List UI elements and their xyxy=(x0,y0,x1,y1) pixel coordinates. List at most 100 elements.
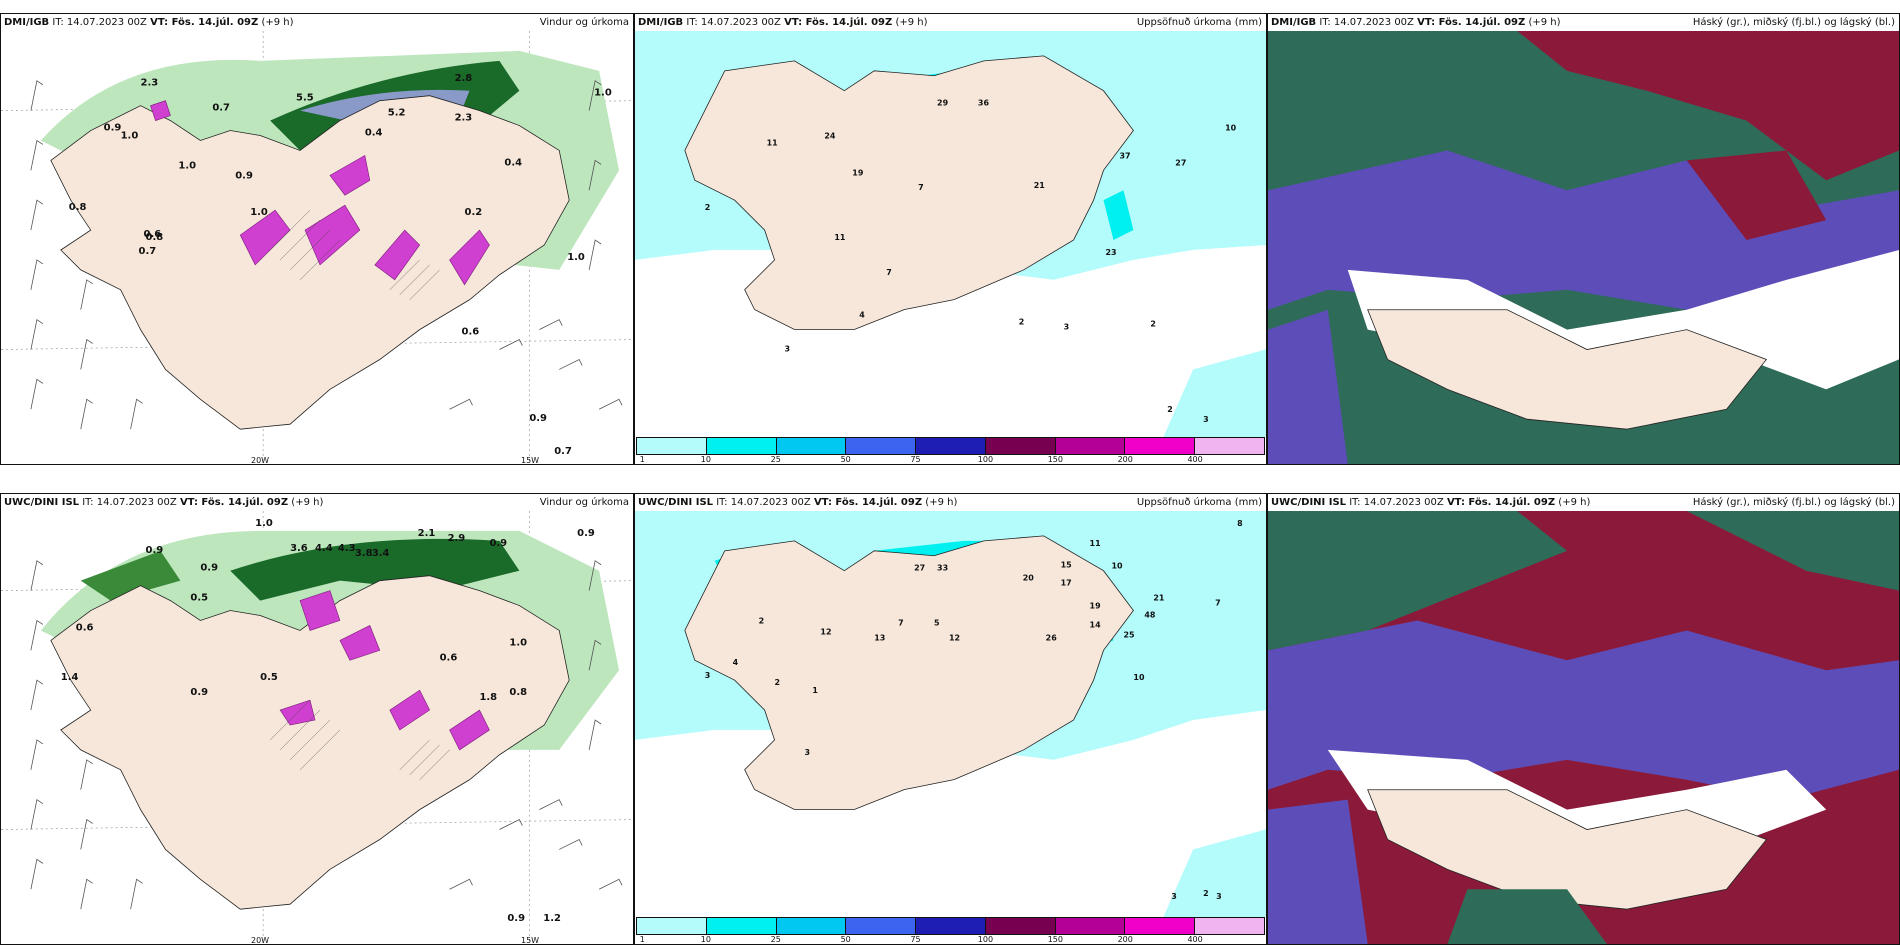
precip-value: 0.9 xyxy=(577,528,595,539)
precip-value: 3.4 xyxy=(372,548,390,559)
precip-value: 1.0 xyxy=(178,160,196,171)
accum-value: 27 xyxy=(1175,158,1186,167)
precip-value: 0.9 xyxy=(190,687,208,698)
accum-precip-map: 29 36 24 19 7 21 37 27 11 2 3 4 11 23 10… xyxy=(635,31,1266,437)
precip-value: 0.4 xyxy=(365,128,383,139)
legend-tick-label: 150 xyxy=(1047,455,1063,464)
panel-title: Háský (gr.), miðský (fj.bl.) og lágský (… xyxy=(1692,497,1895,508)
panel-title: Uppsöfnuð úrkoma (mm) xyxy=(1136,17,1262,28)
precip-value: 5.2 xyxy=(388,108,406,119)
accum-value: 2 xyxy=(705,203,711,212)
accum-value: 12 xyxy=(820,627,831,636)
legend-swatch xyxy=(776,918,847,934)
lon-label: 15W xyxy=(521,936,540,945)
precip-value: 4.4 xyxy=(315,543,333,554)
model-name: UWC/DINI ISL xyxy=(4,497,80,508)
accum-value: 36 xyxy=(978,99,990,108)
cloud-map xyxy=(1268,511,1899,944)
precip-value: 1.0 xyxy=(594,88,612,99)
precip-value: 0.9 xyxy=(489,538,507,549)
lead-time: (+9 h) xyxy=(895,17,928,28)
accum-value: 3 xyxy=(804,748,810,757)
accum-value: 33 xyxy=(937,564,948,573)
precip-value: 0.5 xyxy=(260,672,278,683)
accum-value: 37 xyxy=(1119,151,1130,160)
precip-value: 0.6 xyxy=(462,327,480,338)
accum-value: 15 xyxy=(1061,561,1072,570)
precip-value: 0.7 xyxy=(139,246,157,257)
precip-value: 0.8 xyxy=(69,202,87,213)
precip-value: 0.5 xyxy=(190,593,208,604)
precip-value: 2.3 xyxy=(455,113,473,124)
init-time: IT: 14.07.2023 00Z xyxy=(1349,497,1444,508)
accum-value: 4 xyxy=(733,658,739,667)
legend-tick-label: 75 xyxy=(910,455,921,464)
valid-time: VT: Fös. 14.júl. 09Z xyxy=(784,17,893,28)
valid-time: VT: Fös. 14.júl. 09Z xyxy=(1417,17,1526,28)
panel-dmi-clouds: DMI/IGB IT: 14.07.2023 00Z VT: Fös. 14.j… xyxy=(1267,13,1900,465)
legend-swatch xyxy=(1125,918,1196,934)
accum-value: 2 xyxy=(759,616,765,625)
precip-value: 0.6 xyxy=(144,229,162,240)
panel-header: DMI/IGB IT: 14.07.2023 00Z VT: Fös. 14.j… xyxy=(635,14,1266,31)
accum-value: 17 xyxy=(1061,579,1072,588)
legend-tick-label: 1 xyxy=(639,935,645,944)
lead-time: (+9 h) xyxy=(1528,17,1561,28)
legend-swatch xyxy=(1055,918,1126,934)
precip-value: 1.0 xyxy=(250,207,268,218)
accum-value: 8 xyxy=(1237,519,1243,528)
panel-uwc-accum: UWC/DINI ISL IT: 14.07.2023 00Z VT: Fös.… xyxy=(634,493,1267,945)
precip-value: 1.2 xyxy=(543,913,561,924)
accum-value: 4 xyxy=(859,311,865,320)
lead-time: (+9 h) xyxy=(261,17,294,28)
accum-value: 27 xyxy=(914,564,925,573)
precip-value: 0.8 xyxy=(509,687,527,698)
panel-title: Háský (gr.), miðský (fj.bl.) og lágský (… xyxy=(1692,17,1895,28)
accum-value: 7 xyxy=(898,618,904,627)
model-name: UWC/DINI ISL xyxy=(1271,497,1347,508)
precip-value: 2.1 xyxy=(418,528,436,539)
model-name: UWC/DINI ISL xyxy=(638,497,714,508)
precip-value: 0.9 xyxy=(200,563,218,574)
accum-value: 10 xyxy=(1225,124,1237,133)
accum-value: 14 xyxy=(1090,620,1102,629)
init-time: IT: 14.07.2023 00Z xyxy=(52,17,147,28)
precip-value: 1.0 xyxy=(509,637,527,648)
legend-swatch xyxy=(846,918,917,934)
panel-title: Vindur og úrkoma xyxy=(539,497,629,508)
legend-swatch xyxy=(1055,438,1126,454)
model-name: DMI/IGB xyxy=(638,17,684,28)
precip-value: 0.9 xyxy=(529,413,547,424)
panel-header: DMI/IGB IT: 14.07.2023 00Z VT: Fös. 14.j… xyxy=(1,14,633,31)
legend-swatch xyxy=(706,918,777,934)
model-name: DMI/IGB xyxy=(1271,17,1317,28)
legend-tick-label: 10 xyxy=(700,455,711,464)
lead-time: (+9 h) xyxy=(291,497,324,508)
accum-value: 10 xyxy=(1133,673,1145,682)
precip-value: 5.5 xyxy=(296,93,314,104)
precip-value: 3.6 xyxy=(290,543,308,554)
precip-value: 3.8 xyxy=(355,548,373,559)
legend-swatch xyxy=(985,918,1056,934)
legend-swatch xyxy=(916,918,986,934)
precip-legend: 1 10 25 50 75 100 150 200 400 xyxy=(636,437,1265,464)
accum-value: 24 xyxy=(824,131,836,140)
legend-swatch xyxy=(637,918,707,934)
valid-time: VT: Fös. 14.júl. 09Z xyxy=(813,497,923,508)
accum-value: 11 xyxy=(767,138,778,147)
panel-header: DMI/IGB IT: 14.07.2023 00Z VT: Fös. 14.j… xyxy=(1268,14,1899,31)
panel-title: Uppsöfnuð úrkoma (mm) xyxy=(1136,497,1262,508)
precip-value: 0.6 xyxy=(76,622,94,633)
legend-swatch xyxy=(1195,438,1265,454)
accum-value: 2 xyxy=(1203,889,1209,898)
accum-value: 21 xyxy=(1153,594,1164,603)
precip-value: 1.0 xyxy=(255,518,273,529)
accum-value: 26 xyxy=(1046,633,1058,642)
legend-tick-label: 100 xyxy=(977,935,994,944)
precip-value: 1.8 xyxy=(479,692,497,703)
accum-value: 3 xyxy=(705,671,711,680)
accum-value: 7 xyxy=(886,268,892,277)
legend-ticks: 1 10 25 50 75 100 150 200 400 xyxy=(636,935,1265,944)
accum-value: 19 xyxy=(1090,602,1102,611)
legend-tick-label: 50 xyxy=(840,455,851,464)
